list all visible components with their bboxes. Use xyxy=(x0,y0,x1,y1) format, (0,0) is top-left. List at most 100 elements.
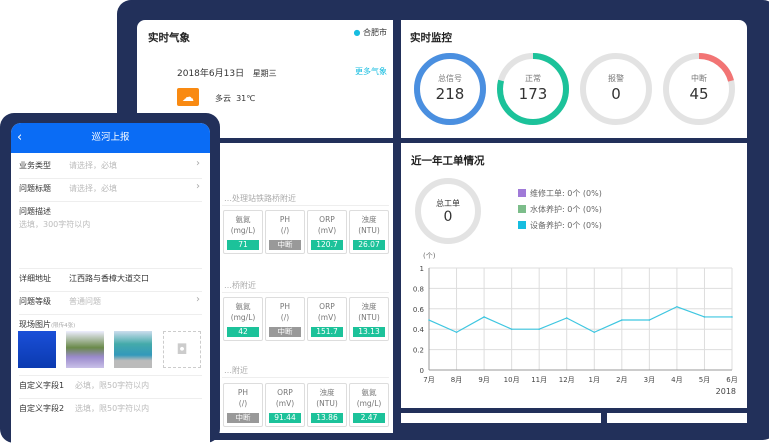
total-ring xyxy=(415,178,481,244)
sensor-name: ORP xyxy=(319,215,335,224)
issue-description-input[interactable]: 选填，300字符以内 xyxy=(19,220,91,229)
field-value: 江西路与香樟大道交口 xyxy=(69,274,149,283)
field-business-type[interactable]: 业务类型 请选择，必填 › xyxy=(19,158,202,171)
sensor-card[interactable]: 氨氮 (mg/L) 2.47 xyxy=(349,383,389,427)
photo-thumbnail[interactable] xyxy=(66,331,104,368)
station-name: …附近 xyxy=(224,366,248,375)
phone-title: 巡河上报 xyxy=(91,132,130,143)
sensor-card[interactable]: 浊度 (NTU) 13.13 xyxy=(349,297,389,341)
field-placeholder: 必填，限50字符以内 xyxy=(75,381,150,390)
chevron-right-icon: › xyxy=(196,294,200,305)
x-tick-label: 12月 xyxy=(559,376,575,384)
chevron-right-icon: › xyxy=(196,181,200,192)
field-value: 普通问题 xyxy=(69,297,101,306)
legend-item: 维修工单: 0个 (0%) xyxy=(518,188,602,199)
back-arrow-icon[interactable]: ‹ xyxy=(17,130,23,145)
x-tick-label: 9月 xyxy=(478,376,489,384)
monitor-ring[interactable]: 正常 173 xyxy=(495,51,571,127)
field-placeholder: 选填，限50字符以内 xyxy=(75,404,150,413)
x-tick-label: 6月 xyxy=(726,376,737,384)
legend-item: 水体养护: 0个 (0%) xyxy=(518,204,602,215)
label: 现场图片 xyxy=(19,320,51,329)
legend-swatch xyxy=(518,189,526,197)
sensor-card[interactable]: PH (/) 中断 xyxy=(265,210,305,254)
data-point xyxy=(455,331,458,334)
phone-header: ‹ 巡河上报 xyxy=(11,123,210,153)
field-address[interactable]: 详细地址 江西路与香樟大道交口 xyxy=(19,273,202,284)
field-label: 自定义字段1 xyxy=(19,381,65,390)
sensor-card[interactable]: 氨氮 (mg/L) 71 xyxy=(223,210,263,254)
sensor-card[interactable]: ORP (mV) 91.44 xyxy=(265,383,305,427)
sensor-card[interactable]: 浊度 (NTU) 26.07 xyxy=(349,210,389,254)
date: 2018年6月13日 xyxy=(177,69,245,79)
city-selector[interactable]: ● 合肥市 xyxy=(353,27,387,38)
legend-label: 设备养护: xyxy=(530,221,565,230)
more-weather-link[interactable]: 更多气象 xyxy=(355,67,387,76)
x-tick-label: 4月 xyxy=(671,376,682,384)
ring-label: 中断 xyxy=(691,74,707,83)
field-issue-level[interactable]: 问题等级 普通问题 › xyxy=(19,294,202,307)
data-point xyxy=(593,331,596,334)
photo-thumbnail[interactable] xyxy=(18,331,56,368)
sensor-unit: (NTU) xyxy=(358,313,380,322)
field-custom-1[interactable]: 自定义字段1 必填，限50字符以内 xyxy=(19,380,202,391)
ring-label: 报警 xyxy=(608,74,624,83)
y-tick-label: 0 xyxy=(420,367,424,375)
photo-thumbnail[interactable] xyxy=(114,331,152,368)
x-tick-label: 1月 xyxy=(589,376,600,384)
y-tick-label: 0.8 xyxy=(413,285,424,293)
data-point xyxy=(510,328,513,330)
y-tick-label: 1 xyxy=(420,265,424,273)
sensor-name: ORP xyxy=(319,302,335,311)
sensor-name: PH xyxy=(279,215,291,224)
field-label: 自定义字段2 xyxy=(19,404,65,413)
sensor-unit: (NTU) xyxy=(358,226,380,235)
data-point xyxy=(483,316,485,318)
sensor-unit: (/) xyxy=(280,313,290,322)
sensor-name: 浊度 xyxy=(361,302,377,311)
sensor-value: 91.44 xyxy=(269,413,301,423)
sensor-name: PH xyxy=(237,388,249,397)
bottom-card xyxy=(607,413,747,423)
sensor-name: 氨氮 xyxy=(235,302,251,311)
monitor-ring[interactable]: 报警 0 xyxy=(578,51,654,127)
data-point xyxy=(565,317,568,319)
field-placeholder: 请选择，必填 xyxy=(69,184,117,193)
field-issue-title[interactable]: 问题标题 请选择，必填 › xyxy=(19,181,202,194)
data-point xyxy=(621,319,623,321)
sensor-name: PH xyxy=(279,302,291,311)
monitor-ring[interactable]: 中断 45 xyxy=(661,51,737,127)
x-tick-label: 3月 xyxy=(644,376,655,384)
sensor-value: 120.7 xyxy=(311,240,343,250)
monitor-ring[interactable]: 总信号 218 xyxy=(412,51,488,127)
sensor-value: 中断 xyxy=(269,240,301,250)
sensor-card[interactable]: 氨氮 (mg/L) 42 xyxy=(223,297,263,341)
monitor-card: 实时监控 总信号 218 正常 173 报警 0 中断 45 xyxy=(401,20,747,138)
weekday: 星期三 xyxy=(252,69,277,78)
field-label: 问题标题 xyxy=(19,184,51,193)
total-label: 总工单 xyxy=(436,199,460,208)
stations-card: …处理站铁路桥附近 氨氮 (mg/L) 71 PH (/) 中断 ORP (mV… xyxy=(200,143,393,433)
sensor-value: 中断 xyxy=(269,327,301,337)
sensor-card[interactable]: ORP (mV) 151.7 xyxy=(307,297,347,341)
sensor-card[interactable]: PH (/) 中断 xyxy=(223,383,263,427)
photos-label: 现场图片(限传4张) xyxy=(19,319,202,330)
sensor-unit: (mV) xyxy=(317,226,337,235)
y-tick-label: 0.4 xyxy=(413,326,425,334)
sensor-card[interactable]: ORP (mV) 120.7 xyxy=(307,210,347,254)
sensor-card[interactable]: 浊度 (NTU) 13.86 xyxy=(307,383,347,427)
x-tick-label: 7月 xyxy=(423,376,434,384)
x-tick-label: 5月 xyxy=(699,376,710,384)
sensor-name: 氨氮 xyxy=(235,215,251,224)
ring-gauge xyxy=(663,53,735,125)
sensor-name: ORP xyxy=(277,388,293,397)
field-custom-2[interactable]: 自定义字段2 选填，限50字符以内 xyxy=(19,403,202,414)
sensor-value: 42 xyxy=(227,327,259,337)
add-photo-camera-icon[interactable]: ◘ xyxy=(163,331,201,368)
ring-gauge xyxy=(580,53,652,125)
ring-gauge xyxy=(497,53,569,125)
sensor-value: 中断 xyxy=(227,413,259,423)
legend-pct: (0%) xyxy=(582,189,602,198)
series-line xyxy=(428,306,732,333)
sensor-card[interactable]: PH (/) 中断 xyxy=(265,297,305,341)
